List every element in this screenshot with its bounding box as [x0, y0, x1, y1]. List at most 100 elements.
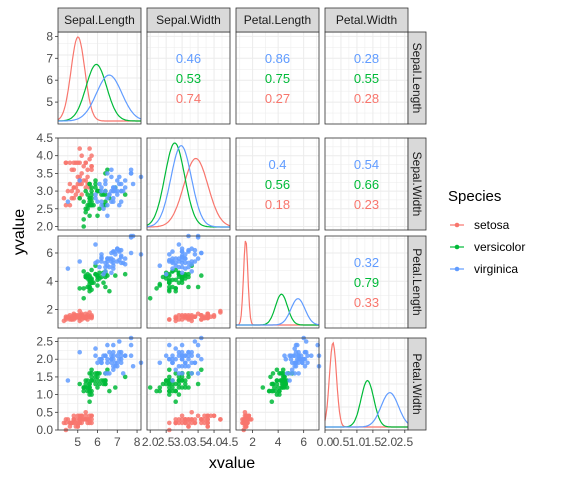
- x-tick-label: 4.0: [206, 435, 223, 449]
- point-setosa-49: [71, 160, 77, 166]
- point-virginica-27: [192, 259, 198, 264]
- point-virginica-49: [292, 353, 298, 359]
- point-virginica-46: [111, 364, 116, 369]
- y-tick-label: 2.5: [36, 335, 53, 349]
- panel-r3-c0: [57, 335, 144, 433]
- point-virginica-34: [99, 360, 104, 366]
- panel-r2-c3: 0.32 0.79 0.33: [324, 235, 409, 329]
- point-setosa-13: [202, 417, 207, 422]
- point-setosa-45: [245, 417, 250, 422]
- point-setosa-16: [202, 420, 207, 426]
- point-versicolor-1: [103, 199, 108, 204]
- point-versicolor-20: [154, 286, 159, 291]
- point-virginica-19: [189, 360, 194, 366]
- panel-r1-c2: 0.4 0.56 0.18: [235, 137, 320, 231]
- density-virginica: [325, 392, 409, 428]
- corr-setosa: 0.23: [354, 197, 379, 212]
- point-virginica-35: [122, 262, 128, 267]
- point-versicolor-36: [176, 378, 182, 383]
- point-virginica-27: [109, 174, 114, 180]
- point-versicolor-24: [199, 367, 204, 373]
- point-versicolor-15: [83, 381, 88, 387]
- point-versicolor-30: [113, 273, 118, 278]
- corr-setosa: 0.28: [354, 91, 379, 106]
- point-virginica-44: [179, 249, 185, 254]
- y-tick-label: 8: [46, 29, 53, 43]
- density-virginica: [58, 74, 142, 122]
- point-versicolor-48: [101, 381, 106, 387]
- density-virginica: [146, 144, 230, 228]
- point-setosa-37: [242, 410, 248, 415]
- point-versicolor-24: [199, 273, 204, 278]
- x-tick-label: 0.5: [333, 435, 350, 449]
- legend-label: virginica: [474, 262, 518, 276]
- strip-top-label: Sepal.Length: [64, 13, 135, 27]
- panel-r1-c1: [146, 137, 231, 231]
- x-axis-title: xvalue: [209, 455, 255, 472]
- point-setosa-41: [65, 314, 71, 320]
- point-versicolor-44: [167, 367, 172, 373]
- y-tick-label: 7: [46, 51, 53, 65]
- point-setosa-47: [245, 420, 250, 426]
- point-virginica-0: [99, 199, 104, 204]
- point-setosa-46: [173, 318, 178, 324]
- point-setosa-49: [246, 413, 252, 419]
- point-versicolor-38: [87, 284, 92, 290]
- point-virginica-47: [195, 342, 201, 348]
- point-virginica-42: [288, 371, 294, 376]
- point-setosa-32: [192, 420, 198, 426]
- point-virginica-24: [192, 339, 198, 344]
- point-virginica-39: [167, 356, 172, 362]
- point-virginica-19: [305, 360, 310, 366]
- point-versicolor-46: [173, 286, 178, 291]
- point-versicolor-38: [87, 371, 92, 376]
- point-setosa-30: [183, 420, 188, 426]
- point-virginica-31: [103, 269, 108, 274]
- point-versicolor-45: [280, 374, 286, 380]
- point-setosa-27: [89, 164, 94, 169]
- point-virginica-13: [157, 263, 163, 269]
- point-virginica-44: [179, 349, 185, 355]
- point-setosa-36: [186, 424, 191, 429]
- point-versicolor-45: [95, 188, 100, 194]
- point-versicolor-22: [157, 385, 163, 390]
- point-setosa-11: [71, 417, 77, 422]
- point-virginica-46: [111, 185, 116, 190]
- point-virginica-43: [283, 356, 289, 362]
- point-virginica-20: [302, 364, 308, 369]
- point-setosa-45: [199, 313, 204, 318]
- point-versicolor-2: [89, 185, 94, 190]
- point-setosa-5: [73, 192, 79, 197]
- point-virginica-15: [192, 252, 198, 257]
- point-versicolor-44: [89, 367, 94, 373]
- point-versicolor-48: [101, 280, 106, 286]
- point-setosa-41: [65, 417, 71, 422]
- point-setosa-2: [63, 202, 69, 208]
- point-versicolor-28: [195, 284, 201, 290]
- point-virginica-49: [186, 260, 191, 266]
- point-versicolor-39: [176, 374, 182, 380]
- point-virginica-13: [105, 213, 110, 219]
- point-virginica-31: [189, 269, 194, 274]
- point-setosa-42: [69, 420, 75, 426]
- point-virginica-11: [163, 353, 169, 359]
- strip-top-0: Sepal.Length: [57, 7, 142, 33]
- point-virginica-3: [97, 181, 102, 187]
- point-setosa-7: [173, 417, 178, 422]
- point-versicolor-48: [274, 381, 280, 387]
- corr-virginica: 0.54: [354, 157, 379, 172]
- point-setosa-42: [69, 317, 75, 322]
- point-setosa-14: [167, 317, 172, 322]
- point-virginica-1: [105, 342, 110, 348]
- point-virginica-23: [296, 371, 301, 376]
- point-versicolor-8: [179, 385, 185, 390]
- corr-versicolor: 0.53: [176, 71, 201, 86]
- point-virginica-33: [170, 353, 175, 359]
- point-virginica-31: [103, 178, 108, 183]
- point-virginica-45: [95, 259, 100, 264]
- corr-setosa: 0.27: [265, 91, 290, 106]
- x-tick-label: 0.0: [317, 435, 334, 449]
- point-virginica-5: [65, 378, 71, 383]
- point-virginica-48: [118, 199, 124, 204]
- point-virginica-36: [295, 342, 300, 348]
